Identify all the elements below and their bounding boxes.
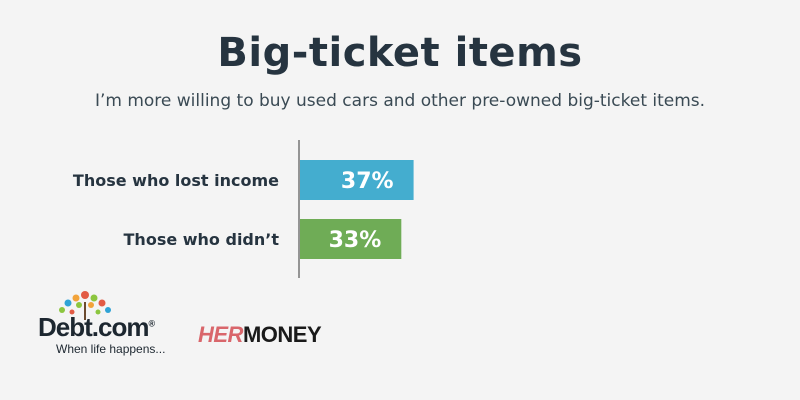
value-label-1: 33% [329, 228, 382, 253]
bar-0 [300, 160, 414, 200]
hermoney-logo: HERMONEY [198, 322, 322, 348]
bar-1 [300, 219, 402, 259]
debt-com-tagline: When life happens... [56, 342, 166, 356]
category-label-0: Those who lost income [73, 171, 279, 190]
debt-com-wordmark: Debt.com® [38, 312, 155, 342]
debt-com-logo: Debt.com® When life happens... [36, 290, 186, 365]
chart-title: Big-ticket items [217, 30, 583, 76]
tree-logo-icon [59, 291, 111, 320]
value-label-0: 37% [341, 169, 394, 194]
hermoney-money: MONEY [242, 322, 322, 347]
chart-subtitle: I’m more willing to buy used cars and ot… [94, 91, 706, 111]
category-label-1: Those who didn’t [124, 230, 280, 249]
hermoney-her: HER [198, 322, 243, 347]
